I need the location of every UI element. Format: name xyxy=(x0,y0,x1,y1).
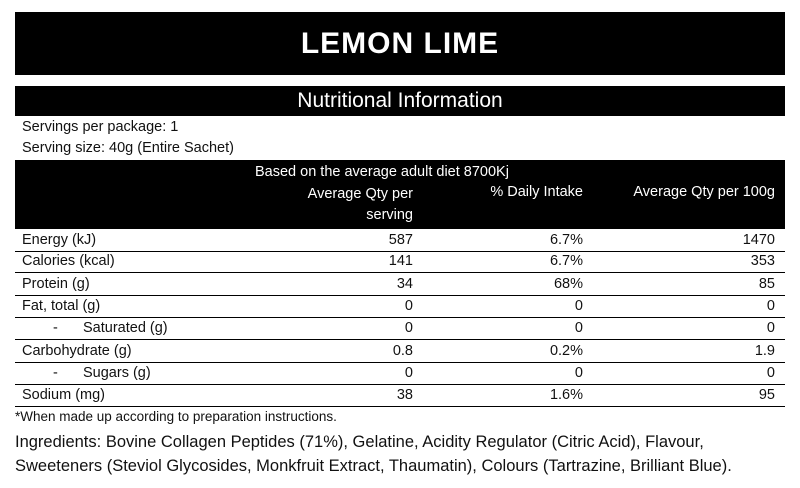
footnote: *When made up according to preparation i… xyxy=(15,409,337,424)
cell-value: 0.8 xyxy=(392,342,413,359)
cell-value: 0 xyxy=(404,364,413,381)
table-row: - Sugars (g) 0 0 0 xyxy=(15,362,785,385)
row-label: Sugars (g) xyxy=(83,364,151,381)
cell-value: 0 xyxy=(574,297,583,314)
cell-value: 0.2% xyxy=(549,342,583,359)
table-caption: Based on the average adult diet 8700Kj xyxy=(255,164,509,180)
cell-value: 0 xyxy=(574,320,583,337)
ingredients: Ingredients: Bovine Collagen Peptides (7… xyxy=(15,430,795,478)
cell-value: 1470 xyxy=(742,232,775,248)
indent-marker: - xyxy=(53,320,58,337)
cell-value: 85 xyxy=(758,275,775,292)
cell-value: 587 xyxy=(388,232,413,248)
indent-marker: - xyxy=(53,364,58,381)
cell-value: 34 xyxy=(396,275,413,292)
row-label: Sodium (mg) xyxy=(22,387,105,404)
row-label: Carbohydrate (g) xyxy=(22,342,132,359)
cell-value: 1.9 xyxy=(754,342,775,359)
table-row: Calories (kcal) 141 6.7% 353 xyxy=(15,250,785,274)
row-label: Saturated (g) xyxy=(83,320,168,337)
cell-value: 6.7% xyxy=(549,253,583,270)
table-row: - Saturated (g) 0 0 0 xyxy=(15,317,785,341)
ingredients-text: Bovine Collagen Peptides (71%), Gelatine… xyxy=(15,433,732,475)
cell-value: 0 xyxy=(574,364,583,381)
title: LEMON LIME xyxy=(15,12,785,75)
cell-value: 95 xyxy=(758,387,775,404)
cell-value: 1.6% xyxy=(549,387,583,404)
ingredients-heading: Ingredients: xyxy=(15,433,102,451)
table-header: Based on the average adult diet 8700Kj A… xyxy=(15,160,785,228)
row-label: Fat, total (g) xyxy=(22,297,101,314)
cell-value: 38 xyxy=(396,387,413,404)
cell-value: 0 xyxy=(766,297,775,314)
table-row: Fat, total (g) 0 0 0 xyxy=(15,295,785,318)
cell-value: 0 xyxy=(766,320,775,337)
cell-value: 0 xyxy=(766,364,775,381)
table-row: Protein (g) 34 68% 85 xyxy=(15,273,785,296)
table-row: Carbohydrate (g) 0.8 0.2% 1.9 xyxy=(15,340,785,363)
serving-size: Serving size: 40g (Entire Sachet) xyxy=(22,140,234,156)
cell-value: 141 xyxy=(388,253,413,270)
cell-value: 68% xyxy=(553,275,583,292)
cell-value: 0 xyxy=(404,320,413,337)
servings-per-package: Servings per package: 1 xyxy=(22,119,179,135)
row-label: Energy (kJ) xyxy=(22,232,97,248)
cell-value: 6.7% xyxy=(549,232,583,248)
column-header: Average Qty per serving xyxy=(307,186,413,223)
column-header: % Daily Intake xyxy=(490,184,583,200)
cell-value: 0 xyxy=(404,297,413,314)
row-label: Calories (kcal) xyxy=(22,253,115,270)
row-label: Protein (g) xyxy=(22,275,90,292)
table-row: Sodium (mg) 38 1.6% 95 xyxy=(15,384,785,408)
cell-value: 353 xyxy=(750,253,775,270)
subtitle: Nutritional Information xyxy=(15,86,785,116)
table-row: Energy (kJ) 587 6.7% 1470 xyxy=(15,228,785,252)
column-header: Average Qty per 100g xyxy=(633,184,775,200)
